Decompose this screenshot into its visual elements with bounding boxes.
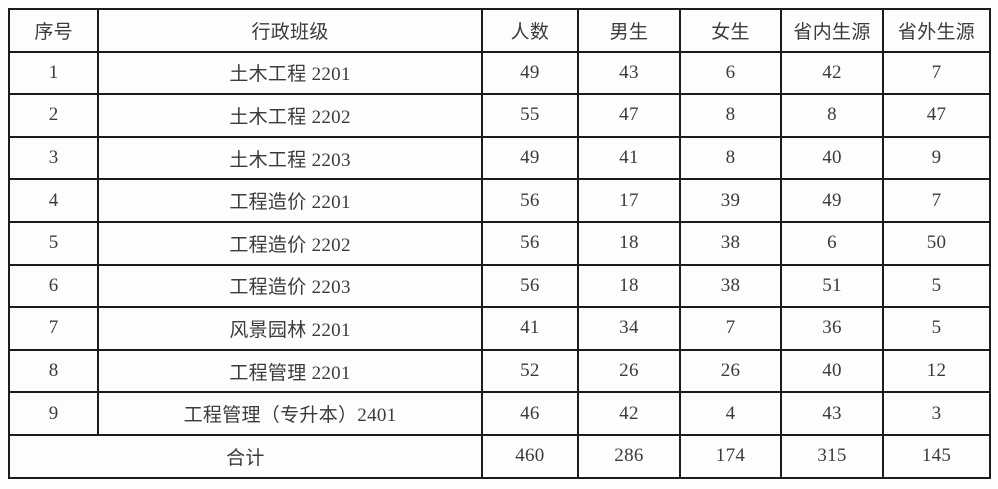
cell-total: 56 (480, 178, 579, 223)
header-out-province: 省外生源 (882, 8, 991, 53)
cell-female: 39 (678, 178, 783, 223)
cell-class-name: 工程造价 2201 (97, 178, 483, 223)
header-female: 女生 (678, 8, 783, 53)
cell-total: 52 (480, 348, 579, 394)
cell-out-province: 5 (882, 306, 991, 351)
cell-male: 17 (576, 178, 681, 223)
cell-seq: 2 (7, 93, 100, 138)
cell-male: 41 (576, 135, 681, 181)
cell-female: 7 (678, 306, 783, 351)
cell-class-name: 风景园林 2201 (97, 306, 483, 351)
header-total: 人数 (480, 8, 579, 53)
cell-female: 4 (678, 391, 783, 436)
cell-out-province: 12 (882, 348, 991, 394)
cell-out-province: 7 (882, 178, 991, 223)
cell-in-province: 40 (780, 348, 885, 394)
cell-in-province: 51 (780, 263, 885, 309)
cell-in-province: 42 (780, 50, 885, 96)
table-row: 9 工程管理（专升本）2401 46 42 4 43 3 (7, 391, 991, 436)
cell-class-name: 土木工程 2201 (97, 50, 483, 96)
cell-male: 43 (576, 50, 681, 96)
cell-total: 41 (480, 306, 579, 351)
cell-female: 6 (678, 50, 783, 96)
cell-male: 34 (576, 306, 681, 351)
cell-total: 56 (480, 220, 579, 266)
cell-in-province: 6 (780, 220, 885, 266)
cell-female: 26 (678, 348, 783, 394)
cell-in-province: 43 (780, 391, 885, 436)
cell-out-province: 47 (882, 93, 991, 138)
total-label: 合计 (8, 433, 483, 479)
cell-total: 56 (480, 263, 579, 309)
cell-male: 26 (576, 348, 681, 394)
cell-seq: 3 (7, 135, 100, 181)
cell-in-province: 36 (780, 306, 885, 351)
cell-seq: 4 (7, 178, 100, 223)
cell-class-name: 工程造价 2202 (97, 220, 483, 266)
cell-female: 38 (678, 263, 783, 309)
cell-out-province: 5 (882, 263, 991, 309)
cell-male: 47 (576, 93, 681, 138)
cell-seq: 6 (7, 263, 100, 309)
total-cell-male: 286 (576, 433, 681, 479)
header-class-name: 行政班级 (97, 8, 483, 53)
cell-female: 8 (678, 93, 783, 138)
header-male: 男生 (576, 8, 681, 53)
cell-seq: 1 (7, 50, 100, 96)
cell-total: 49 (480, 50, 579, 96)
cell-total: 49 (480, 135, 579, 181)
cell-total: 55 (480, 93, 579, 138)
table-row: 1 土木工程 2201 49 43 6 42 7 (7, 50, 991, 96)
table-row: 5 工程造价 2202 56 18 38 6 50 (7, 220, 991, 266)
cell-out-province: 7 (882, 50, 991, 96)
table-row: 7 风景园林 2201 41 34 7 36 5 (7, 306, 991, 351)
cell-in-province: 8 (780, 93, 885, 138)
cell-male: 42 (576, 391, 681, 436)
cell-seq: 7 (7, 306, 100, 351)
cell-class-name: 土木工程 2203 (97, 135, 483, 181)
header-in-province: 省内生源 (780, 8, 885, 53)
table-row: 8 工程管理 2201 52 26 26 40 12 (7, 348, 991, 394)
table-row: 3 土木工程 2203 49 41 8 40 9 (7, 135, 991, 181)
cell-seq: 9 (7, 391, 100, 436)
cell-out-province: 50 (882, 220, 991, 266)
total-row: 合计 460 286 174 315 145 (8, 433, 991, 479)
table-row: 2 土木工程 2202 55 47 8 8 47 (7, 93, 991, 138)
total-cell-female: 174 (678, 433, 783, 479)
cell-total: 46 (480, 391, 579, 436)
cell-class-name: 工程管理 2201 (97, 348, 483, 394)
total-cell-out-province: 145 (882, 433, 991, 479)
cell-out-province: 9 (882, 135, 991, 181)
header-row: 序号 行政班级 人数 男生 女生 省内生源 省外生源 (7, 8, 991, 53)
cell-class-name: 工程造价 2203 (97, 263, 483, 309)
cell-female: 8 (678, 135, 783, 181)
cell-in-province: 49 (780, 178, 885, 223)
cell-female: 38 (678, 220, 783, 266)
total-cell-total: 460 (480, 433, 579, 479)
class-roster-table: 序号 行政班级 人数 男生 女生 省内生源 省外生源 1 土木工程 2201 4… (7, 8, 991, 479)
cell-male: 18 (576, 263, 681, 309)
total-cell-in-province: 315 (780, 433, 885, 479)
table-row: 4 工程造价 2201 56 17 39 49 7 (7, 178, 991, 223)
table-body: 1 土木工程 2201 49 43 6 42 7 2 土木工程 2202 55 … (7, 50, 991, 436)
cell-seq: 5 (7, 220, 100, 266)
cell-seq: 8 (7, 348, 100, 394)
table-row: 6 工程造价 2203 56 18 38 51 5 (7, 263, 991, 309)
cell-out-province: 3 (882, 391, 991, 436)
header-seq: 序号 (7, 8, 100, 53)
cell-male: 18 (576, 220, 681, 266)
cell-in-province: 40 (780, 135, 885, 181)
cell-class-name: 土木工程 2202 (97, 93, 483, 138)
cell-class-name: 工程管理（专升本）2401 (97, 391, 483, 436)
